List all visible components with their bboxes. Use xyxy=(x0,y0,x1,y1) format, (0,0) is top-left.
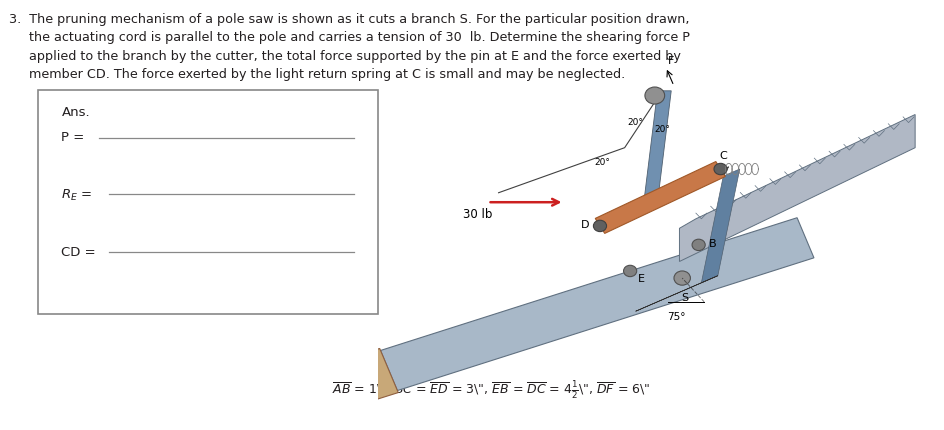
Text: P =: P = xyxy=(61,131,85,144)
Text: $R_E$ =: $R_E$ = xyxy=(61,187,93,202)
Ellipse shape xyxy=(298,373,325,417)
Text: C: C xyxy=(718,150,727,160)
FancyBboxPatch shape xyxy=(38,90,378,314)
Text: 75°: 75° xyxy=(666,311,685,322)
Polygon shape xyxy=(643,92,670,203)
Text: S: S xyxy=(681,292,688,303)
Polygon shape xyxy=(380,218,813,391)
Polygon shape xyxy=(663,167,728,205)
Polygon shape xyxy=(635,276,717,311)
Circle shape xyxy=(691,240,704,251)
Text: 20°: 20° xyxy=(594,158,610,167)
Polygon shape xyxy=(595,162,724,234)
Circle shape xyxy=(623,266,636,277)
Text: 3.  The pruning mechanism of a pole saw is shown as it cuts a branch S. For the : 3. The pruning mechanism of a pole saw i… xyxy=(9,13,690,81)
Text: F: F xyxy=(667,55,674,65)
Circle shape xyxy=(644,88,664,105)
Circle shape xyxy=(714,164,726,175)
Text: E: E xyxy=(638,273,645,284)
Circle shape xyxy=(673,271,690,286)
Text: CD =: CD = xyxy=(61,245,96,258)
Text: B: B xyxy=(708,238,716,248)
Text: 30 lb: 30 lb xyxy=(463,208,492,221)
Circle shape xyxy=(593,221,606,232)
Text: D: D xyxy=(580,219,588,229)
Polygon shape xyxy=(302,349,397,417)
Text: 20°: 20° xyxy=(627,118,643,127)
Text: $\overline{AB}$ = 1\", $\overline{BC}$ = $\overline{ED}$ = 3\", $\overline{EB}$ : $\overline{AB}$ = 1\", $\overline{BC}$ =… xyxy=(332,378,649,400)
Polygon shape xyxy=(700,169,739,283)
Text: 20°: 20° xyxy=(654,125,670,134)
Polygon shape xyxy=(679,115,914,262)
Text: Ans.: Ans. xyxy=(61,105,90,118)
